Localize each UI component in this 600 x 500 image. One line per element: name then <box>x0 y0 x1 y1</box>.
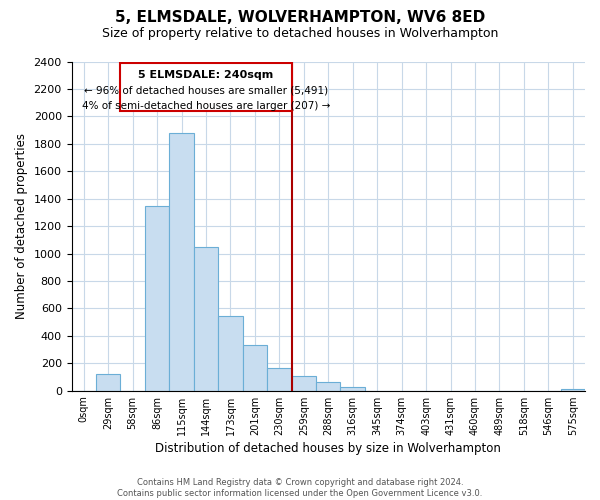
Bar <box>121 63 292 111</box>
Bar <box>316 382 340 390</box>
Bar <box>96 374 121 390</box>
Text: 4% of semi-detached houses are larger (207) →: 4% of semi-detached houses are larger (2… <box>82 100 330 110</box>
Bar <box>194 246 218 390</box>
Text: ← 96% of detached houses are smaller (5,491): ← 96% of detached houses are smaller (5,… <box>84 86 328 96</box>
Bar <box>292 376 316 390</box>
Y-axis label: Number of detached properties: Number of detached properties <box>15 133 28 319</box>
Bar <box>169 133 194 390</box>
Bar <box>145 206 169 390</box>
Bar <box>242 344 267 391</box>
Text: Contains HM Land Registry data © Crown copyright and database right 2024.
Contai: Contains HM Land Registry data © Crown c… <box>118 478 482 498</box>
Text: 5 ELMSDALE: 240sqm: 5 ELMSDALE: 240sqm <box>139 70 274 81</box>
Text: 5, ELMSDALE, WOLVERHAMPTON, WV6 8ED: 5, ELMSDALE, WOLVERHAMPTON, WV6 8ED <box>115 10 485 25</box>
Bar <box>340 386 365 390</box>
Text: Size of property relative to detached houses in Wolverhampton: Size of property relative to detached ho… <box>102 28 498 40</box>
X-axis label: Distribution of detached houses by size in Wolverhampton: Distribution of detached houses by size … <box>155 442 501 455</box>
Bar <box>218 316 242 390</box>
Bar <box>267 368 292 390</box>
